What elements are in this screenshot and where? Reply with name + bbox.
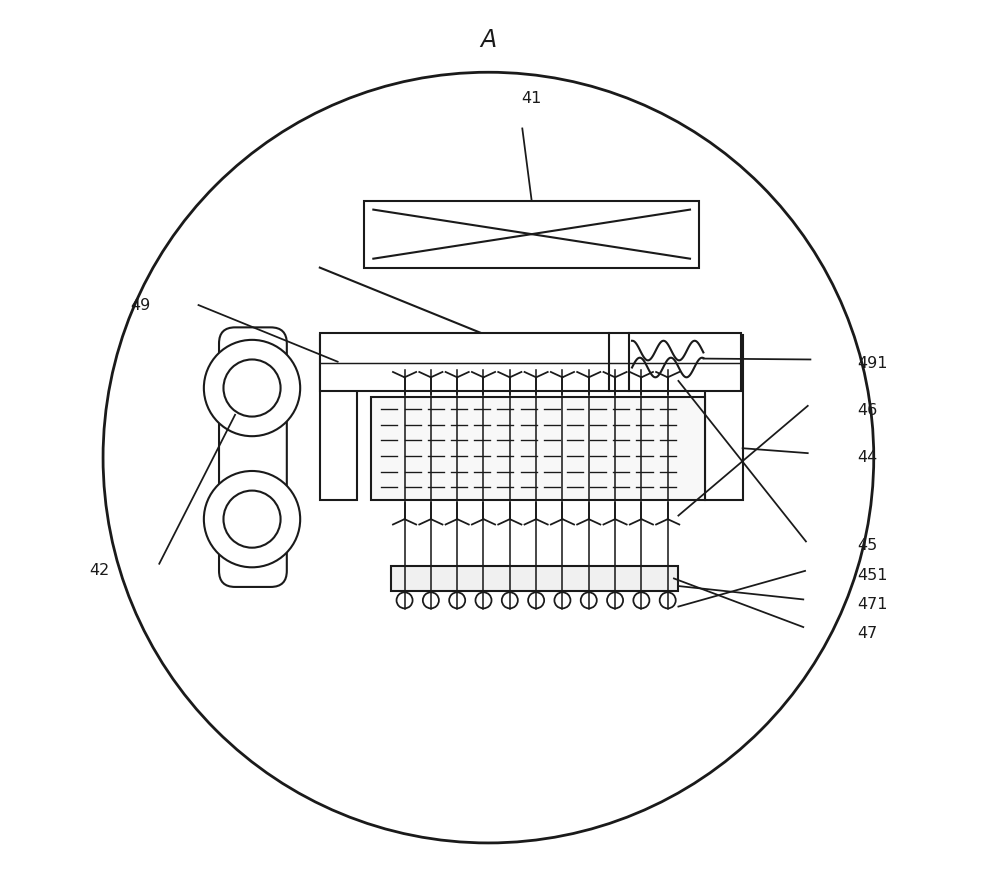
Bar [320,333,741,391]
Bar [320,334,357,500]
Text: 47: 47 [857,626,877,640]
Bar [391,566,678,591]
Text: 49: 49 [130,298,150,312]
Text: 471: 471 [857,598,887,612]
Text: A: A [480,29,496,52]
Text: 491: 491 [857,357,887,371]
Bar [364,201,699,268]
Text: 45: 45 [857,539,877,553]
Bar [705,334,743,500]
Circle shape [204,340,300,436]
Text: 451: 451 [857,568,887,582]
Text: 42: 42 [89,564,109,578]
FancyBboxPatch shape [219,327,287,587]
Text: 41: 41 [521,91,541,105]
Circle shape [204,471,300,567]
Text: 46: 46 [857,403,877,417]
Bar [371,397,705,500]
Text: 44: 44 [857,450,877,465]
